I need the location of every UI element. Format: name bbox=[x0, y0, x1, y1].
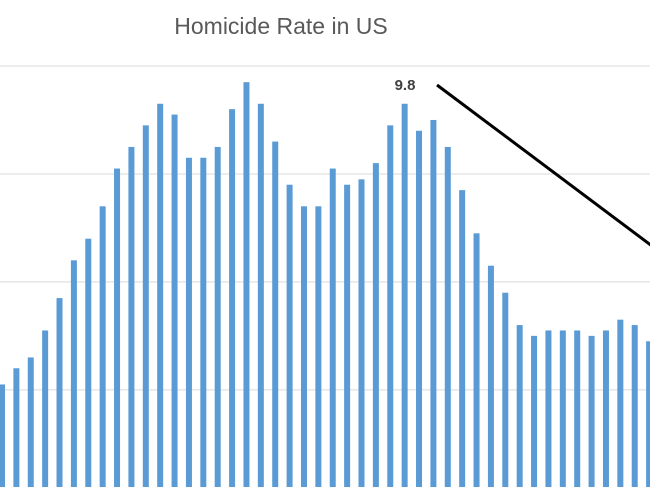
bar bbox=[42, 330, 49, 487]
bar bbox=[315, 206, 322, 487]
bar bbox=[0, 384, 5, 487]
bar bbox=[401, 103, 408, 487]
bar bbox=[588, 335, 595, 487]
bar bbox=[444, 146, 451, 487]
bar bbox=[128, 146, 135, 487]
bar bbox=[459, 190, 466, 487]
bar bbox=[171, 114, 178, 487]
bar bbox=[358, 179, 365, 487]
bar bbox=[430, 119, 437, 487]
bar bbox=[631, 325, 638, 487]
bar bbox=[329, 168, 336, 487]
bar bbox=[85, 238, 92, 487]
bar bbox=[200, 157, 207, 487]
bar bbox=[387, 125, 394, 487]
bar bbox=[70, 260, 77, 487]
bar bbox=[473, 233, 480, 487]
bar bbox=[416, 130, 423, 487]
bar bbox=[545, 330, 552, 487]
annotation-label: 9.8 bbox=[395, 77, 416, 94]
bar bbox=[516, 325, 523, 487]
bar bbox=[243, 82, 250, 487]
bar bbox=[272, 141, 279, 487]
bar bbox=[142, 125, 149, 487]
bar bbox=[257, 103, 264, 487]
bar bbox=[502, 292, 509, 487]
bar bbox=[157, 103, 164, 487]
chart-title: Homicide Rate in US bbox=[174, 13, 387, 39]
bar bbox=[646, 341, 650, 487]
bar bbox=[344, 184, 351, 487]
bar bbox=[99, 206, 106, 487]
bar bbox=[185, 157, 192, 487]
bar bbox=[559, 330, 566, 487]
bar bbox=[27, 357, 34, 487]
bar bbox=[574, 330, 581, 487]
bar bbox=[487, 265, 494, 487]
bar bbox=[531, 335, 538, 487]
bar bbox=[602, 330, 609, 487]
bar bbox=[229, 109, 236, 487]
bar bbox=[617, 319, 624, 487]
bar bbox=[114, 168, 121, 487]
annotation-line bbox=[436, 83, 650, 247]
bar bbox=[286, 184, 293, 487]
bar bbox=[13, 368, 20, 487]
bar bbox=[300, 206, 307, 487]
bar bbox=[214, 146, 221, 487]
bar bbox=[372, 163, 379, 487]
bar bbox=[56, 298, 63, 487]
